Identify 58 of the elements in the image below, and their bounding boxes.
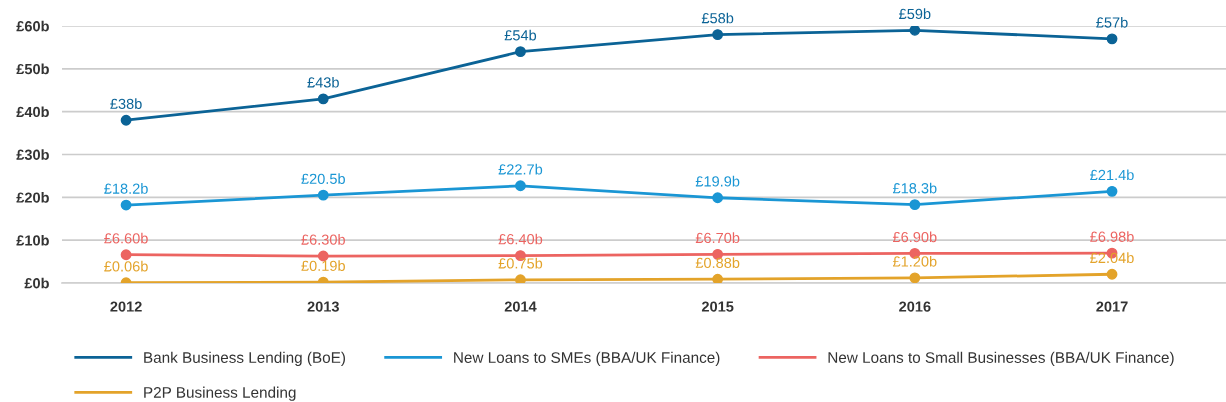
y-tick-label: £30b (16, 149, 49, 160)
x-tick-label: 2014 (504, 301, 537, 312)
legend-label: Bank Business Lending (BoE) (144, 351, 345, 366)
data-label: £58b (701, 12, 734, 24)
point (515, 46, 526, 58)
data-label: £6.40b (498, 233, 543, 245)
data-label: £59b (899, 8, 931, 20)
legend-label: New Loans to SMEs (BBA/UK Finance) (454, 351, 720, 366)
point (120, 199, 132, 211)
data-label: £54b (504, 29, 537, 41)
point (120, 249, 132, 261)
data-label: £57b (1096, 16, 1128, 28)
data-label: £0.19b (301, 260, 345, 271)
x-tick-label: 2015 (701, 301, 734, 312)
y-tick-label: £40b (16, 106, 49, 118)
data-label: £19.9b (695, 175, 740, 187)
y-tick-label: £0b (24, 277, 49, 289)
point (317, 189, 329, 201)
point (712, 192, 724, 204)
point (712, 29, 724, 40)
data-label: £22.7b (498, 163, 543, 175)
point (909, 272, 921, 283)
data-label: £18.3b (892, 182, 937, 194)
data-label: £20.5b (301, 173, 345, 184)
data-label: £6.90b (892, 231, 937, 243)
point (909, 199, 921, 211)
x-tick-label: 2012 (110, 301, 142, 312)
point (1106, 33, 1118, 45)
legend-label: P2P Business Lending (144, 386, 296, 401)
data-label: £6.70b (695, 232, 740, 244)
data-label: £0.88b (695, 257, 740, 269)
data-label: £18.2b (104, 183, 148, 194)
data-label: £0.75b (498, 257, 543, 269)
point (515, 180, 526, 192)
point (120, 114, 132, 126)
point (1106, 268, 1118, 280)
legend-label: New Loans to Small Businesses (BBA/UK Finance) (828, 351, 1174, 366)
data-label: £21.4b (1090, 169, 1134, 181)
point (909, 26, 921, 36)
point (712, 273, 724, 283)
point (515, 274, 526, 283)
data-label: £6.30b (301, 234, 345, 245)
point (1106, 185, 1118, 197)
data-label: £38b (110, 98, 142, 110)
x-tick-label: 2017 (1096, 301, 1128, 312)
data-label: £6.60b (104, 232, 148, 244)
data-label: £43b (307, 76, 339, 88)
y-tick-label: £50b (16, 63, 49, 75)
data-label: £2.04b (1090, 252, 1134, 264)
x-tick-label: 2013 (307, 301, 339, 312)
y-tick-label: £10b (16, 234, 49, 246)
data-label: £0.06b (104, 260, 148, 272)
y-tick-label: £20b (16, 192, 49, 203)
point (317, 93, 329, 105)
y-tick-label: £60b (16, 20, 49, 32)
x-tick-label: 2016 (899, 301, 931, 312)
data-label: £1.20b (892, 255, 937, 267)
data-label: £6.98b (1090, 231, 1134, 242)
